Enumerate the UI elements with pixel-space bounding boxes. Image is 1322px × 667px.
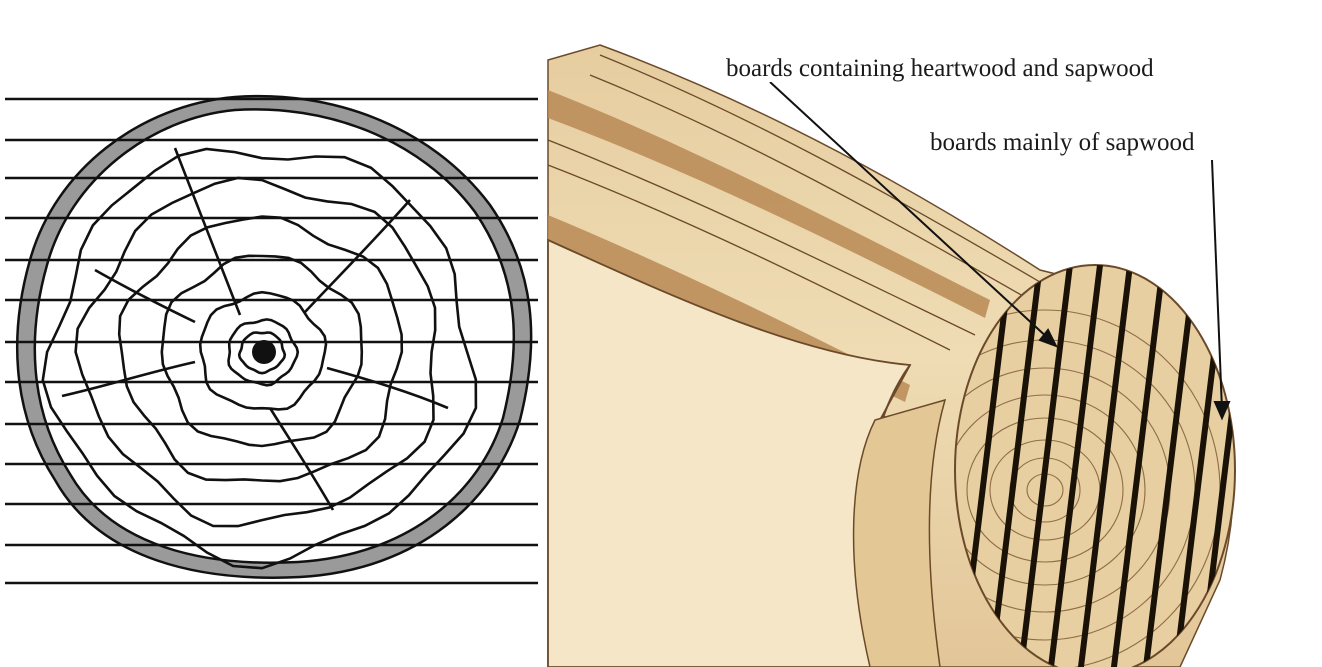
growth-rings xyxy=(41,147,478,570)
growth-ring xyxy=(227,318,300,387)
growth-ring xyxy=(41,147,478,570)
pith xyxy=(252,340,276,364)
label-backdrop xyxy=(722,48,1260,82)
growth-ring xyxy=(160,254,364,448)
label-backdrop xyxy=(926,122,1261,156)
board-cut-line xyxy=(1017,265,1073,667)
saw-cut-lines xyxy=(5,97,538,585)
label-heartwood-sapwood: boards containing heartwood and sapwood xyxy=(726,55,1154,82)
annotation-arrows xyxy=(769,81,1231,421)
growth-ring xyxy=(237,331,287,375)
growth-ring xyxy=(74,176,437,528)
sawn-log-illustration: boards containing heartwood and sapwood … xyxy=(547,44,1261,667)
label-sapwood: boards mainly of sapwood xyxy=(930,129,1195,156)
board-cut-line xyxy=(1142,265,1198,667)
board-cut-line xyxy=(1110,265,1166,667)
board-cut-line xyxy=(1077,265,1133,667)
board-cut-line xyxy=(1047,265,1103,667)
board-cut-line xyxy=(987,265,1043,667)
log-cross-section xyxy=(5,94,538,585)
